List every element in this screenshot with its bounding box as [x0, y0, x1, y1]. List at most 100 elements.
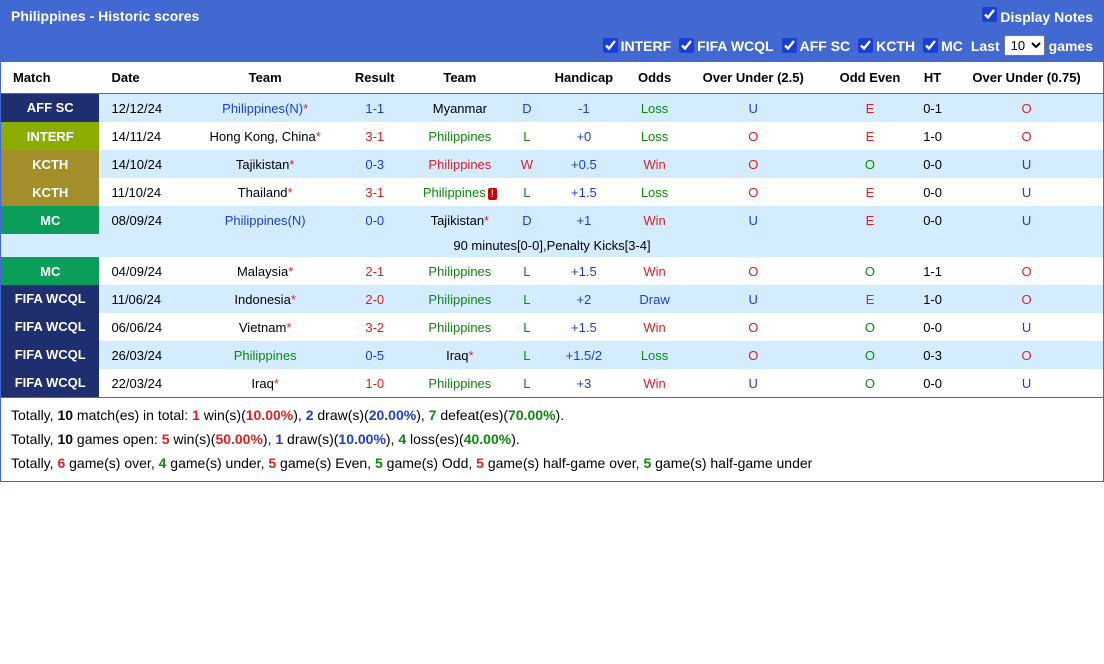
- ou2-cell: U: [950, 178, 1103, 206]
- wld-cell: L: [514, 257, 541, 285]
- ou2-cell: O: [950, 122, 1103, 150]
- date-cell: 14/10/24: [99, 150, 186, 178]
- team1-cell[interactable]: Philippines: [187, 341, 344, 369]
- red-card-icon: !: [488, 188, 497, 200]
- wld-cell: L: [514, 285, 541, 313]
- ht-cell: 1-1: [915, 257, 950, 285]
- match-badge: FIFA WCQL: [1, 341, 99, 369]
- result-cell[interactable]: 0-5: [343, 341, 406, 369]
- ou-cell: U: [682, 285, 825, 313]
- team1-cell[interactable]: Vietnam*: [187, 313, 344, 341]
- filter-mc[interactable]: MC: [923, 38, 963, 54]
- filter-checkbox[interactable]: [782, 38, 797, 53]
- odds-cell: Win: [628, 369, 682, 397]
- ht-cell: 0-0: [915, 206, 950, 234]
- filter-fifa-wcql[interactable]: FIFA WCQL: [679, 38, 773, 54]
- display-notes-label: Display Notes: [1000, 9, 1093, 25]
- games-label: games: [1049, 38, 1093, 54]
- result-cell[interactable]: 3-2: [343, 313, 406, 341]
- odds-cell: Loss: [628, 178, 682, 206]
- result-cell[interactable]: 2-1: [343, 257, 406, 285]
- table-header-row: MatchDateTeamResultTeamHandicapOddsOver …: [1, 62, 1103, 94]
- date-cell: 11/06/24: [99, 285, 186, 313]
- result-cell[interactable]: 2-0: [343, 285, 406, 313]
- filter-interf[interactable]: INTERF: [603, 38, 672, 54]
- filter-checkbox[interactable]: [858, 38, 873, 53]
- col-header: Odds: [628, 62, 682, 94]
- summary-line-2: Totally, 10 games open: 5 win(s)(50.00%)…: [11, 428, 1093, 452]
- team2-cell[interactable]: Philippines: [406, 313, 514, 341]
- match-badge: INTERF: [1, 122, 99, 150]
- handicap-cell: +1.5: [540, 257, 627, 285]
- team2-cell[interactable]: Iraq*: [406, 341, 514, 369]
- match-badge: KCTH: [1, 150, 99, 178]
- note-cell: 90 minutes[0-0],Penalty Kicks[3-4]: [1, 234, 1103, 257]
- team1-cell[interactable]: Hong Kong, China*: [187, 122, 344, 150]
- ou2-cell: U: [950, 206, 1103, 234]
- wld-cell: W: [514, 150, 541, 178]
- ht-cell: 0-1: [915, 94, 950, 123]
- team2-cell[interactable]: Philippines!: [406, 178, 514, 206]
- ou2-cell: U: [950, 369, 1103, 397]
- filter-checkbox[interactable]: [679, 38, 694, 53]
- date-cell: 08/09/24: [99, 206, 186, 234]
- wld-cell: L: [514, 369, 541, 397]
- team1-cell[interactable]: Indonesia*: [187, 285, 344, 313]
- ht-cell: 0-3: [915, 341, 950, 369]
- odds-cell: Win: [628, 150, 682, 178]
- match-badge: MC: [1, 257, 99, 285]
- col-header: HT: [915, 62, 950, 94]
- filter-aff-sc[interactable]: AFF SC: [782, 38, 851, 54]
- team1-cell[interactable]: Thailand*: [187, 178, 344, 206]
- team2-cell[interactable]: Myanmar: [406, 94, 514, 123]
- display-notes-checkbox[interactable]: [982, 7, 997, 22]
- table-row: MC08/09/24Philippines(N)0-0Tajikistan*D+…: [1, 206, 1103, 234]
- result-cell[interactable]: 0-0: [343, 206, 406, 234]
- team1-cell[interactable]: Malaysia*: [187, 257, 344, 285]
- odds-cell: Loss: [628, 94, 682, 123]
- wld-cell: D: [514, 94, 541, 123]
- handicap-cell: +1.5: [540, 178, 627, 206]
- scores-table: MatchDateTeamResultTeamHandicapOddsOver …: [1, 62, 1103, 397]
- filter-checkbox[interactable]: [603, 38, 618, 53]
- last-games-select[interactable]: 10: [1004, 35, 1045, 56]
- ht-cell: 0-0: [915, 178, 950, 206]
- wld-cell: L: [514, 122, 541, 150]
- match-badge: FIFA WCQL: [1, 369, 99, 397]
- col-header: [514, 62, 541, 94]
- team2-cell[interactable]: Tajikistan*: [406, 206, 514, 234]
- team1-cell[interactable]: Iraq*: [187, 369, 344, 397]
- date-cell: 22/03/24: [99, 369, 186, 397]
- ou2-cell: O: [950, 94, 1103, 123]
- result-cell[interactable]: 3-1: [343, 178, 406, 206]
- date-cell: 11/10/24: [99, 178, 186, 206]
- oe-cell: O: [825, 369, 915, 397]
- ht-cell: 0-0: [915, 150, 950, 178]
- team2-cell[interactable]: Philippines: [406, 257, 514, 285]
- date-cell: 06/06/24: [99, 313, 186, 341]
- wld-cell: L: [514, 178, 541, 206]
- team1-cell[interactable]: Tajikistan*: [187, 150, 344, 178]
- team1-cell[interactable]: Philippines(N)*: [187, 94, 344, 123]
- table-row: FIFA WCQL26/03/24Philippines0-5Iraq*L+1.…: [1, 341, 1103, 369]
- result-cell[interactable]: 1-1: [343, 94, 406, 123]
- result-cell[interactable]: 1-0: [343, 369, 406, 397]
- team2-cell[interactable]: Philippines: [406, 122, 514, 150]
- result-cell[interactable]: 3-1: [343, 122, 406, 150]
- ou-cell: U: [682, 206, 825, 234]
- ou2-cell: U: [950, 150, 1103, 178]
- ht-cell: 0-0: [915, 369, 950, 397]
- team2-cell[interactable]: Philippines: [406, 285, 514, 313]
- ou-cell: U: [682, 369, 825, 397]
- col-header: Team: [406, 62, 514, 94]
- team2-cell[interactable]: Philippines: [406, 369, 514, 397]
- filter-kcth[interactable]: KCTH: [858, 38, 915, 54]
- team2-cell[interactable]: Philippines: [406, 150, 514, 178]
- display-notes-toggle[interactable]: Display Notes: [982, 7, 1093, 25]
- filter-checkbox[interactable]: [923, 38, 938, 53]
- page-title: Philippines - Historic scores: [11, 8, 199, 24]
- col-header: Date: [99, 62, 186, 94]
- result-cell[interactable]: 0-3: [343, 150, 406, 178]
- ou-cell: O: [682, 150, 825, 178]
- team1-cell[interactable]: Philippines(N): [187, 206, 344, 234]
